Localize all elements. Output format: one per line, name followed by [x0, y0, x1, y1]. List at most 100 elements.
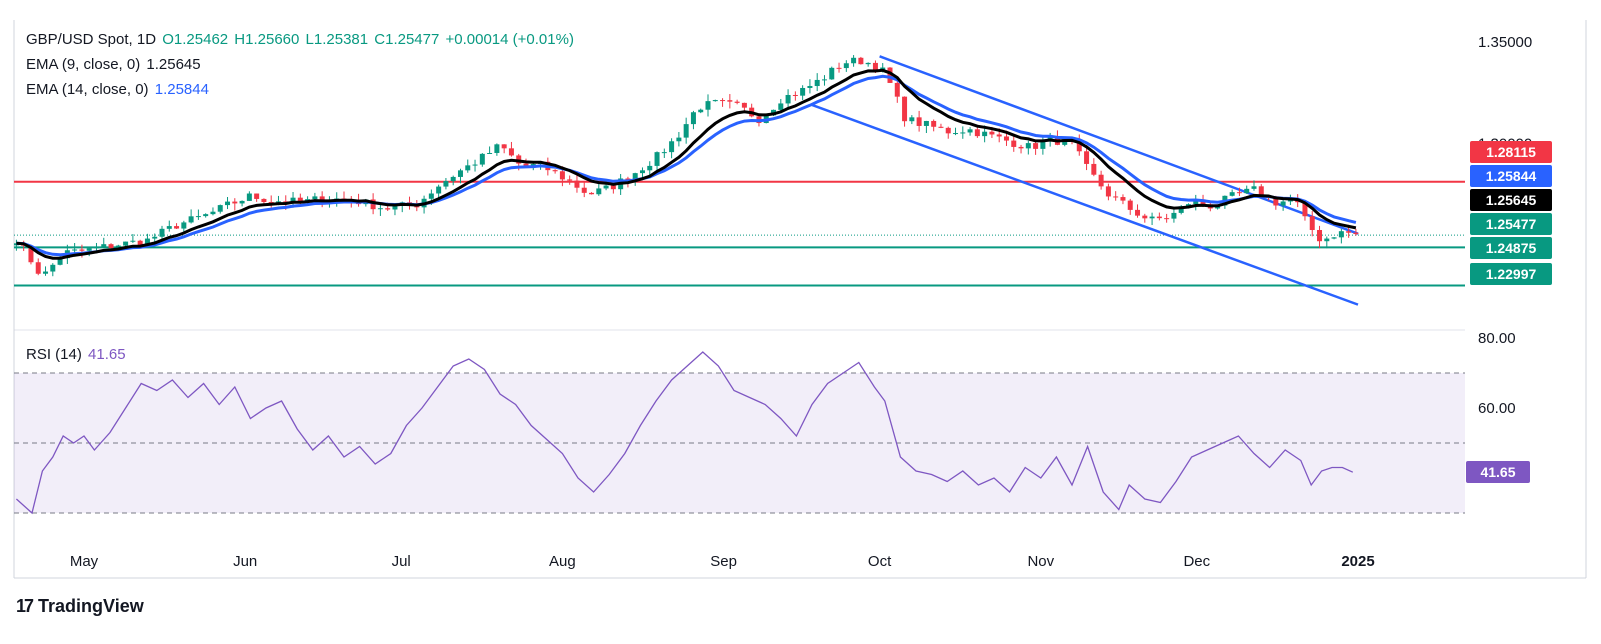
candle-body: [1011, 140, 1017, 147]
candle-body: [50, 264, 56, 272]
candle-body: [523, 163, 529, 166]
rsi-label: RSI (14): [26, 346, 82, 363]
candle-body: [1287, 200, 1293, 202]
candle-body: [1040, 140, 1046, 149]
candle-body: [210, 211, 216, 215]
candle-body: [698, 109, 704, 113]
candles-group: [14, 55, 1359, 277]
candle-body: [814, 79, 820, 87]
candle-body: [792, 94, 798, 96]
candle-body: [508, 148, 514, 156]
candle-body: [428, 193, 434, 199]
candle-body: [392, 205, 398, 210]
candle-body: [1185, 204, 1191, 207]
ema14-legend: EMA (14, close, 0) 1.25844: [26, 81, 211, 98]
candle-body: [778, 103, 784, 110]
low-value: L1.25381: [305, 31, 369, 48]
candle-body: [188, 216, 194, 223]
candle-body: [1244, 188, 1250, 194]
ema14-value: 1.25844: [154, 81, 209, 98]
candle-body: [734, 101, 740, 103]
candle-body: [661, 152, 667, 154]
candle-body: [1135, 209, 1141, 216]
candle-body: [166, 226, 172, 229]
candle-body: [647, 165, 653, 171]
candle-body: [807, 86, 813, 88]
candle-body: [1025, 143, 1031, 149]
channel-lower-line: [811, 103, 1359, 306]
candle-body: [1353, 232, 1359, 235]
candle-body: [967, 129, 973, 133]
candle-body: [552, 170, 558, 172]
candle-body: [465, 165, 471, 171]
candle-body: [632, 173, 638, 181]
symbol-label: GBP/USD Spot, 1D: [26, 31, 157, 48]
candle-body: [137, 240, 143, 246]
candle-body: [450, 176, 456, 182]
candle-body: [982, 131, 988, 137]
candle-body: [217, 205, 223, 212]
candle-body: [1003, 136, 1009, 141]
price-axis-label-1-25844: 1.25844: [1470, 165, 1552, 187]
candle-body: [494, 144, 500, 153]
candle-body: [93, 247, 99, 249]
candle-body: [268, 201, 274, 203]
ema9-label: EMA (9, close, 0): [26, 56, 141, 73]
candle-body: [72, 249, 78, 251]
candle-body: [297, 197, 303, 202]
candle-body: [115, 245, 121, 249]
candle-body: [931, 120, 937, 127]
time-axis-tick-8: 2025: [1341, 553, 1374, 570]
candle-body: [676, 137, 682, 142]
candle-body: [385, 208, 391, 210]
candle-body: [800, 87, 806, 96]
candle-body: [108, 244, 114, 249]
candle-body: [501, 144, 507, 149]
candle-body: [377, 208, 383, 210]
candle-body: [953, 133, 959, 135]
candle-body: [712, 100, 718, 102]
candle-body: [574, 180, 580, 188]
candle-body: [1338, 231, 1344, 238]
candle-body: [239, 200, 245, 204]
candle-body: [1164, 218, 1170, 220]
candle-body: [705, 101, 711, 110]
candle-body: [821, 79, 827, 81]
ohlc-legend: GBP/USD Spot, 1D O1.25462 H1.25660 L1.25…: [26, 31, 576, 48]
candle-body: [225, 201, 231, 206]
ema9-legend: EMA (9, close, 0) 1.25645: [26, 56, 203, 73]
candle-body: [57, 258, 63, 265]
candle-body: [836, 67, 842, 69]
candle-body: [559, 171, 565, 180]
candle-body: [785, 94, 791, 104]
ema14-label: EMA (14, close, 0): [26, 81, 149, 98]
price-axis-label-1-24875: 1.24875: [1470, 237, 1552, 259]
candle-body: [974, 129, 980, 137]
candle-body: [436, 186, 442, 194]
candle-body: [1018, 146, 1024, 149]
candle-body: [203, 214, 209, 217]
price-axis-label-1-25645: 1.25645: [1470, 189, 1552, 211]
candle-body: [960, 132, 966, 134]
candle-body: [654, 152, 660, 166]
candle-body: [596, 188, 602, 195]
ema9-line: [16, 68, 1357, 260]
candle-body: [1076, 140, 1082, 152]
time-axis-tick-7: Dec: [1183, 553, 1210, 570]
candle-body: [130, 240, 136, 242]
rsi-legend: RSI (14) 41.65: [26, 346, 128, 363]
channel-upper-line: [879, 55, 1359, 235]
tradingview-logo[interactable]: 17 TradingView: [16, 596, 144, 617]
price-axis-label-1-22997: 1.22997: [1470, 263, 1552, 285]
candle-body: [581, 187, 587, 193]
candle-body: [989, 131, 995, 135]
candle-body: [28, 245, 34, 263]
candle-body: [1236, 192, 1242, 194]
tradingview-wordmark: TradingView: [38, 596, 144, 616]
candle-body: [669, 141, 675, 153]
candle-body: [909, 117, 915, 122]
time-axis-tick-6: Nov: [1027, 553, 1054, 570]
candle-body: [1171, 212, 1177, 219]
candle-body: [887, 67, 893, 83]
